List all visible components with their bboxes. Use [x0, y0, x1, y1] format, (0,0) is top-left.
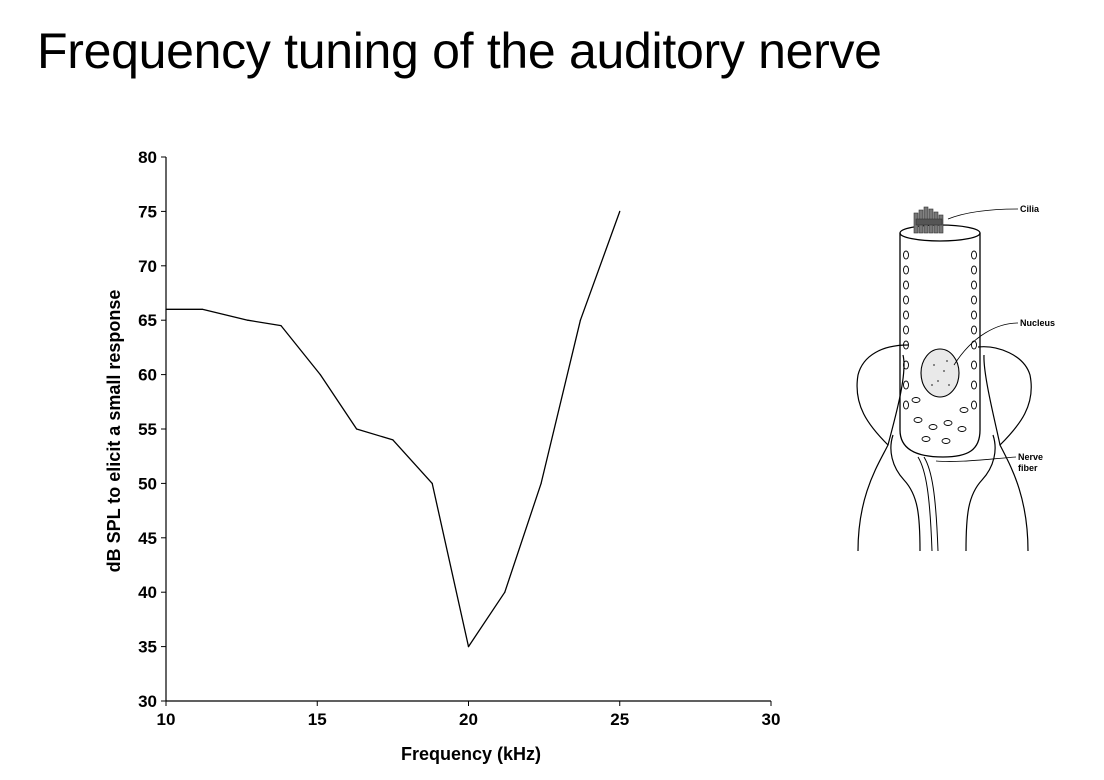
y-tick-label: 45 — [138, 529, 157, 548]
x-axis: 10 15 20 25 30 — [157, 700, 781, 729]
y-tick-label: 70 — [138, 257, 157, 276]
y-axis: 30 35 40 45 50 55 60 65 70 75 80 — [138, 148, 167, 711]
hair-cell-illustration: Cilia Nucleus Nerve fiber — [848, 195, 1068, 575]
data-point — [431, 482, 433, 484]
y-tick-label: 40 — [138, 583, 157, 602]
label-leaders — [935, 208, 1019, 462]
data-point — [280, 325, 282, 327]
data-point — [247, 319, 249, 321]
slide-title: Frequency tuning of the auditory nerve — [37, 23, 882, 79]
y-tick-label: 65 — [138, 311, 157, 330]
supporting-cells — [856, 344, 1032, 552]
data-point — [540, 482, 542, 484]
label-fiber: fiber — [1018, 463, 1038, 473]
label-cilia: Cilia — [1020, 204, 1040, 214]
data-point — [165, 308, 167, 310]
x-tick-label: 15 — [308, 710, 327, 729]
x-tick-label: 20 — [459, 710, 478, 729]
cilia-bundle — [913, 206, 944, 234]
y-axis-title: dB SPL to elicit a small response — [104, 290, 124, 573]
data-point — [319, 374, 321, 376]
y-tick-label: 80 — [138, 148, 157, 167]
y-tick-label: 55 — [138, 420, 157, 439]
label-nerve: Nerve — [1018, 452, 1043, 462]
data-point — [619, 210, 621, 212]
hair-cell-drawing: Cilia Nucleus Nerve fiber — [856, 204, 1055, 552]
data-point — [355, 428, 358, 430]
data-point — [467, 646, 470, 648]
label-nucleus: Nucleus — [1020, 318, 1055, 328]
y-tick-label: 35 — [138, 638, 157, 657]
cell-vesicles — [903, 250, 977, 444]
hair-cell-body — [899, 224, 981, 458]
data-point — [504, 591, 506, 593]
data-point — [579, 319, 582, 321]
x-tick-label: 30 — [762, 710, 781, 729]
x-tick-label: 25 — [610, 710, 629, 729]
x-axis-title: Frequency (kHz) — [401, 744, 541, 764]
series-layer — [165, 210, 621, 648]
series-line — [166, 211, 621, 648]
x-tick-label: 10 — [157, 710, 176, 729]
data-point — [392, 439, 394, 441]
y-tick-label: 60 — [138, 366, 157, 385]
data-point — [201, 308, 203, 310]
y-tick-label: 75 — [138, 202, 157, 221]
nerve-fiber — [917, 456, 939, 552]
y-tick-label: 50 — [138, 474, 157, 493]
y-tick-label: 30 — [138, 692, 157, 711]
nucleus — [920, 348, 960, 398]
